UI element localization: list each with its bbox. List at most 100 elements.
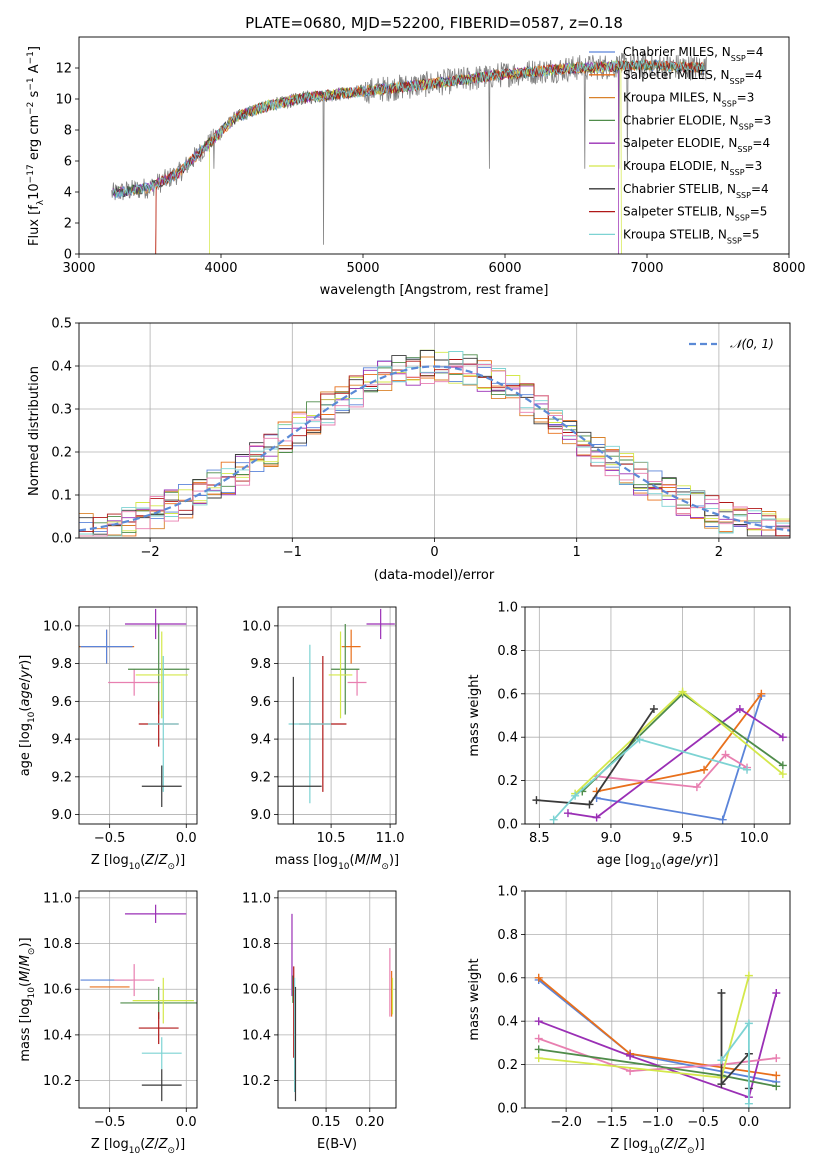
weight-series-line bbox=[538, 975, 750, 1079]
y-tick-label: 9.0 bbox=[250, 808, 271, 823]
x-axis-label: wavelength [Angstrom, rest frame] bbox=[320, 283, 549, 298]
weight-marker bbox=[744, 971, 753, 980]
model-spectrum-line bbox=[209, 59, 622, 254]
y-tick-label: 9.4 bbox=[51, 733, 72, 748]
y-tick-label: 1.0 bbox=[497, 601, 518, 616]
y-tick-label: 9.2 bbox=[51, 770, 72, 785]
y-tick-label: 10.2 bbox=[242, 1074, 271, 1089]
y-tick-label: 9.8 bbox=[250, 657, 271, 672]
y-tick-label: 9.6 bbox=[51, 695, 72, 710]
x-tick-label: −1 bbox=[283, 545, 302, 560]
weight-marker bbox=[585, 800, 594, 809]
weight-marker bbox=[744, 1019, 753, 1028]
plot-area bbox=[79, 608, 190, 808]
weight-marker bbox=[626, 1051, 635, 1060]
x-tick-label: −2.0 bbox=[550, 1115, 582, 1130]
weight-marker bbox=[735, 704, 744, 713]
axes-frame bbox=[277, 890, 397, 1109]
y-tick-label: 1.0 bbox=[497, 885, 518, 900]
x-tick-label: 10.5 bbox=[317, 831, 346, 846]
model-spectrum-line bbox=[113, 59, 705, 199]
weight-marker bbox=[744, 1099, 753, 1108]
weight-marker bbox=[743, 765, 752, 774]
y-tick-label: 9.2 bbox=[250, 770, 271, 785]
y-tick-label: 10.8 bbox=[43, 937, 72, 952]
weight-series-line bbox=[538, 992, 778, 1099]
legend-entry: Salpeter ELODIE, NSSP=4 bbox=[623, 136, 770, 154]
x-tick-label: 0.0 bbox=[176, 831, 197, 846]
plot-area bbox=[532, 687, 787, 824]
x-tick-label: 9.0 bbox=[601, 831, 622, 846]
legend-entry: Chabrier MILES, NSSP=4 bbox=[623, 45, 763, 63]
weight-marker bbox=[678, 687, 687, 696]
y-tick-label: 10.8 bbox=[242, 937, 271, 952]
y-axis-label: Normed distribution bbox=[27, 366, 42, 496]
weight-marker bbox=[635, 735, 644, 744]
weight-marker bbox=[534, 1017, 543, 1026]
y-tick-label: 0.8 bbox=[497, 928, 518, 943]
x-axis-label: age [log10(age/yr)] bbox=[597, 853, 719, 872]
x-tick-label: 0.0 bbox=[176, 1115, 197, 1130]
x-tick-label: 0.0 bbox=[739, 1115, 760, 1130]
x-tick-label: 8.5 bbox=[529, 831, 550, 846]
x-tick-label: 7000 bbox=[630, 261, 663, 276]
x-axis-label: Z [log10(Z/Z⊙)] bbox=[610, 1137, 704, 1156]
y-tick-label: 9.0 bbox=[51, 808, 72, 823]
y-tick-label: 2 bbox=[64, 217, 72, 232]
residual-histogram bbox=[79, 364, 790, 537]
x-axis-label: E(B-V) bbox=[317, 1137, 357, 1152]
y-tick-label: 11.0 bbox=[43, 891, 72, 906]
mass-vs-ebv-panel: 0.15 0.20 10.2 10.4 10.6 10.8 11.0 E(B-V) bbox=[242, 890, 397, 1152]
weight-marker bbox=[778, 733, 787, 742]
y-tick-label: 0.2 bbox=[51, 446, 72, 461]
plot-area bbox=[79, 349, 790, 537]
y-tick-label: 11.0 bbox=[242, 891, 271, 906]
weight-marker bbox=[718, 815, 727, 824]
axes-frame bbox=[78, 36, 790, 255]
x-axis-label: Z [log10(Z/Z⊙)] bbox=[91, 853, 185, 872]
y-tick-label: 0.0 bbox=[497, 818, 518, 833]
spectrum-panel: 3000 4000 5000 6000 7000 8000 0 2 4 6 8 10 12 Chabrie… bbox=[26, 36, 806, 298]
y-axis-label: mass weight bbox=[467, 674, 482, 756]
x-tick-label: 11.0 bbox=[376, 831, 405, 846]
y-tick-label: 0.1 bbox=[51, 489, 72, 504]
y-tick-label: 10.6 bbox=[242, 983, 271, 998]
x-tick-label: −0.5 bbox=[94, 1115, 126, 1130]
y-tick-label: 9.6 bbox=[250, 695, 271, 710]
y-tick-label: 10.2 bbox=[43, 1074, 72, 1089]
y-tick-label: 0.2 bbox=[497, 774, 518, 789]
age-vs-mass-panel: 10.5 11.0 9.0 9.2 9.4 9.6 9.8 10.0 mass [log10(M… bbox=[242, 606, 405, 872]
y-tick-label: 0.6 bbox=[497, 971, 518, 986]
weight-marker bbox=[534, 1034, 543, 1043]
x-tick-label: 9.5 bbox=[672, 831, 693, 846]
residuals-panel: −2 −1 0 1 2 0.0 0.1 0.2 0.3 0.4 0.5 𝒩(0, 1) (data-mo… bbox=[27, 317, 791, 583]
model-spectrum-line bbox=[112, 59, 705, 198]
x-tick-label: −1.0 bbox=[642, 1115, 674, 1130]
legend-entry: Chabrier ELODIE, NSSP=3 bbox=[623, 113, 771, 130]
weight-marker bbox=[778, 770, 787, 779]
y-tick-label: 0 bbox=[64, 248, 72, 263]
weight-marker bbox=[534, 1045, 543, 1054]
y-tick-label: 0.2 bbox=[497, 1058, 518, 1073]
weight-marker bbox=[571, 791, 580, 800]
x-tick-label: −0.5 bbox=[94, 831, 126, 846]
y-tick-label: 10.4 bbox=[242, 1028, 271, 1043]
y-tick-label: 4 bbox=[64, 186, 72, 201]
y-tick-label: 0.5 bbox=[51, 317, 72, 332]
y-tick-label: 0.8 bbox=[497, 644, 518, 659]
weight-marker bbox=[772, 1071, 781, 1080]
weight-series-line bbox=[596, 753, 748, 789]
weight-marker bbox=[534, 1054, 543, 1063]
x-tick-label: 0.15 bbox=[312, 1115, 341, 1130]
x-tick-label: 6000 bbox=[488, 261, 521, 276]
x-tick-label: 0.20 bbox=[355, 1115, 384, 1130]
x-tick-label: 3000 bbox=[62, 261, 95, 276]
weight-marker bbox=[772, 1054, 781, 1063]
plot-area bbox=[111, 52, 707, 254]
legend-entry: Salpeter STELIB, NSSP=5 bbox=[623, 205, 767, 223]
axes-frame bbox=[78, 606, 198, 825]
y-tick-label: 8 bbox=[64, 124, 72, 139]
y-tick-label: 10.0 bbox=[43, 619, 72, 634]
x-tick-label: 0 bbox=[430, 545, 438, 560]
